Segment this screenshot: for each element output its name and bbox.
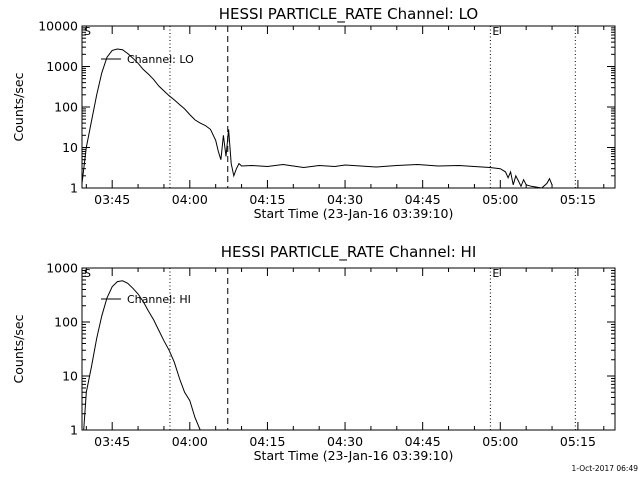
chart-lo-x-tick-label: 04:00 xyxy=(172,192,208,207)
chart-lo-y-tick-label: 10000 xyxy=(38,19,78,34)
chart-hi-title: HESSI PARTICLE_RATE Channel: HI xyxy=(221,243,477,262)
chart-lo-y-axis-label: Counts/sec xyxy=(11,72,26,141)
chart-lo-start-marker: S xyxy=(84,25,91,38)
chart-hi-x-tick-label: 04:30 xyxy=(327,434,363,449)
chart-hi-x-tick-label: 05:15 xyxy=(560,434,596,449)
chart-lo-x-tick-label: 04:45 xyxy=(405,192,441,207)
chart-lo-y-tick-label: 10 xyxy=(62,140,78,155)
chart-lo-x-tick-label: 04:30 xyxy=(327,192,363,207)
chart-hi-end-marker: E xyxy=(492,267,499,280)
chart-lo-x-tick-label: 05:15 xyxy=(560,192,596,207)
chart-hi-x-tick-label: 05:00 xyxy=(482,434,518,449)
chart-hi-start-marker: S xyxy=(84,267,91,280)
chart-hi-legend-label: Channel: HI xyxy=(127,293,191,306)
chart-lo-y-tick-label: 1 xyxy=(70,181,78,196)
chart-hi-y-tick-label: 1 xyxy=(70,423,78,438)
chart-lo-series-line xyxy=(82,48,553,188)
chart-hi-y-tick-label: 10 xyxy=(62,369,78,384)
chart-lo-y-tick-label: 100 xyxy=(54,100,78,115)
chart-hi-x-tick-label: 04:00 xyxy=(172,434,208,449)
chart-lo-y-tick-label: 1000 xyxy=(46,59,78,74)
chart-lo-x-tick-label: 04:15 xyxy=(249,192,285,207)
chart-lo-x-tick-label: 05:00 xyxy=(482,192,518,207)
chart-hi-x-axis-label: Start Time (23-Jan-16 03:39:10) xyxy=(254,448,454,463)
chart-lo-legend-label: Channel: LO xyxy=(127,53,194,66)
chart-lo-end-marker: E xyxy=(492,25,499,38)
chart-hi-plot-frame xyxy=(81,267,616,431)
chart-hi-y-axis-label: Counts/sec xyxy=(11,314,26,383)
chart-lo-x-axis-label: Start Time (23-Jan-16 03:39:10) xyxy=(254,206,454,221)
chart-hi-x-tick-label: 04:45 xyxy=(405,434,441,449)
chart-panel-hi: HESSI PARTICLE_RATE Channel: HI 03:45 04:0… xyxy=(11,243,616,463)
chart-lo-title: HESSI PARTICLE_RATE Channel: LO xyxy=(219,5,478,24)
chart-lo-x-tick-label: 03:45 xyxy=(94,192,130,207)
chart-hi-x-tick-label: 04:15 xyxy=(249,434,285,449)
chart-hi-y-tick-label: 100 xyxy=(54,315,78,330)
chart-hi-y-tick-label: 1000 xyxy=(46,261,78,276)
chart-hi-series-line xyxy=(83,280,201,430)
footer-timestamp: 1-Oct-2017 06:49 xyxy=(572,464,639,473)
chart-panel-lo: HESSI PARTICLE_RATE Channel: LO 03:45 04:0… xyxy=(11,5,616,221)
chart-hi-x-tick-label: 03:45 xyxy=(94,434,130,449)
